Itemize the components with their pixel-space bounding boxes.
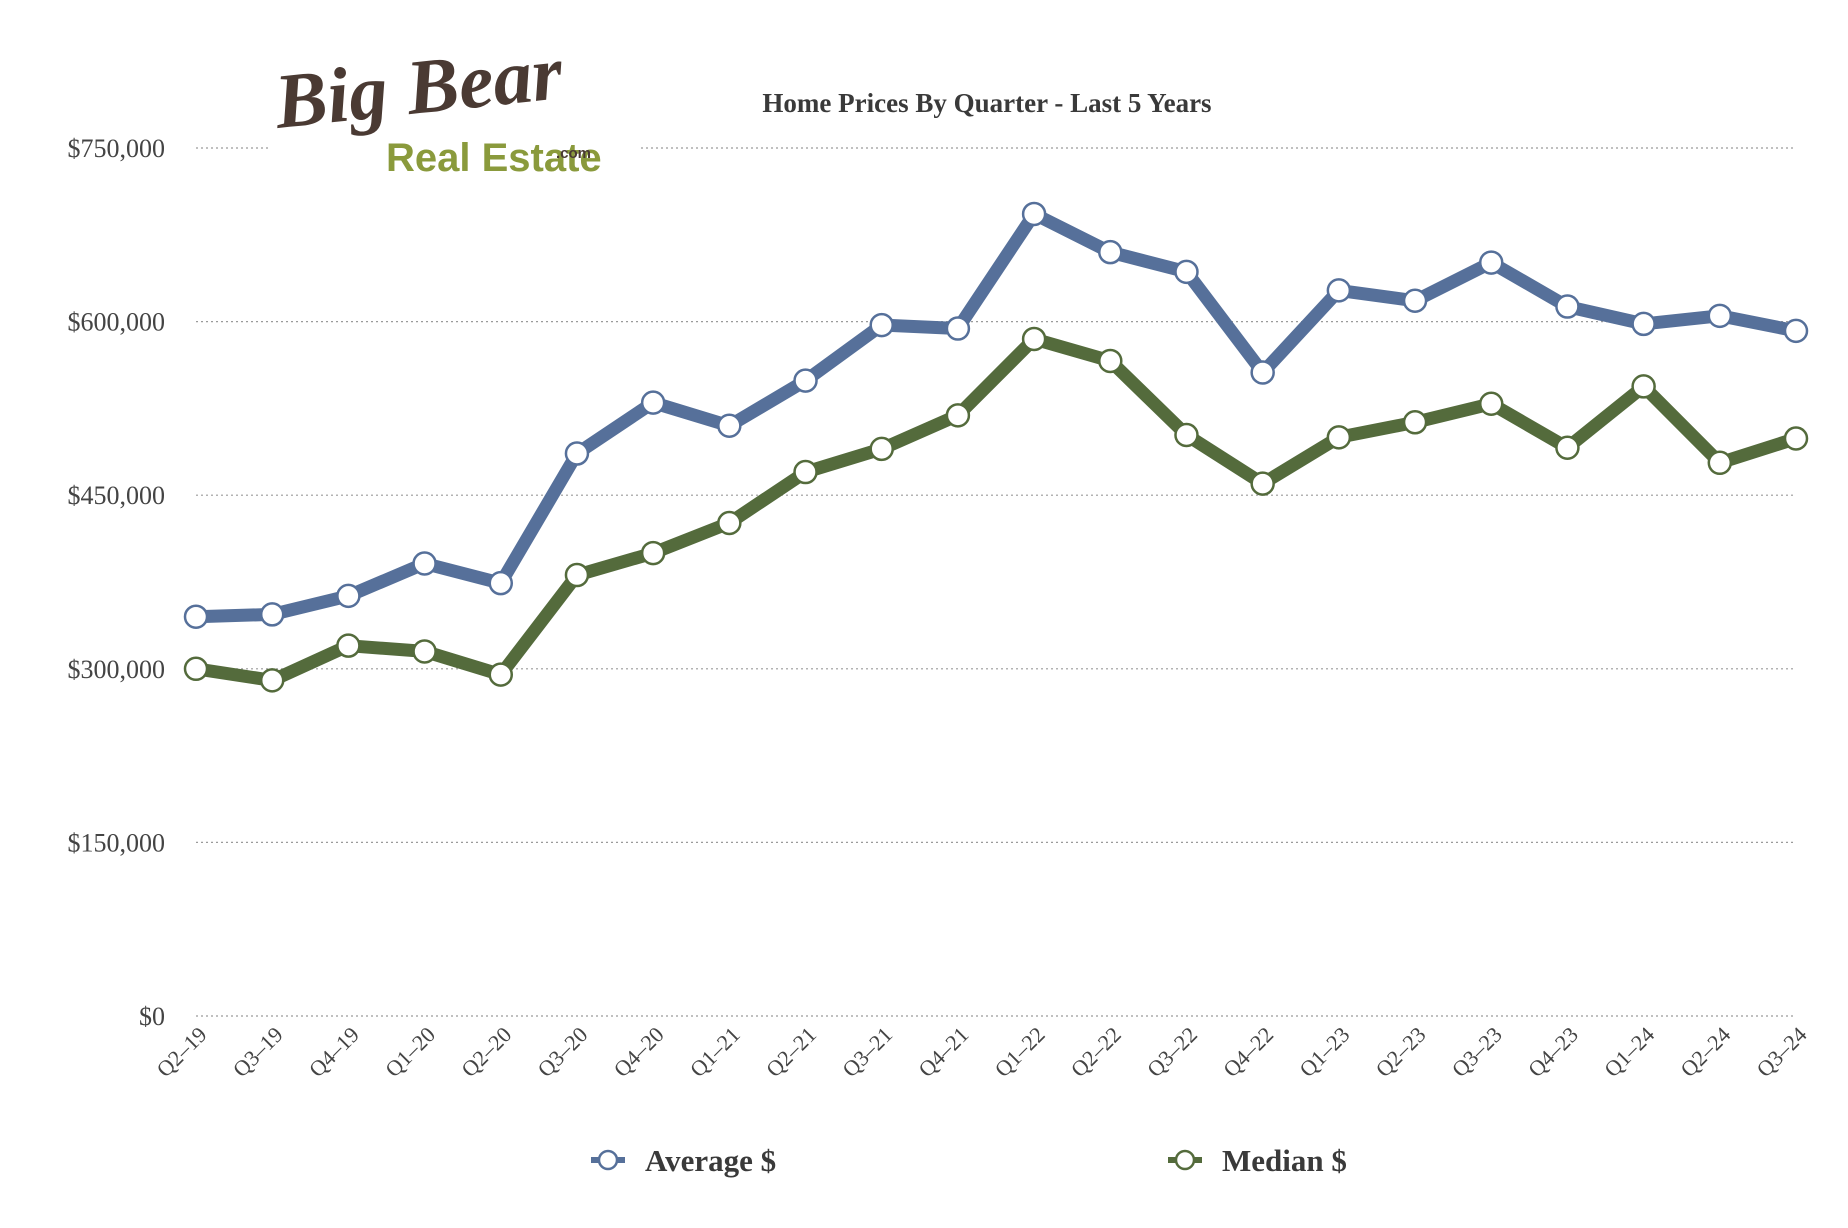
x-tick-label: Q1–24 xyxy=(1599,1022,1659,1082)
data-point xyxy=(1402,288,1428,314)
x-tick-label: Q3–24 xyxy=(1752,1022,1812,1082)
data-point xyxy=(1250,471,1275,496)
y-tick-label: $150,000 xyxy=(68,828,166,857)
data-point xyxy=(869,436,894,462)
x-tick-label: Q1–21 xyxy=(685,1022,745,1082)
data-point xyxy=(183,604,209,629)
logo-com-text: .com xyxy=(556,145,591,162)
x-tick-label: Q1–22 xyxy=(990,1022,1050,1082)
x-tick-label: Q1–23 xyxy=(1294,1022,1354,1082)
data-point xyxy=(336,633,361,658)
data-point xyxy=(1250,360,1275,385)
series-markers xyxy=(183,201,1809,693)
data-point xyxy=(1326,278,1352,303)
x-tick-label: Q3–21 xyxy=(837,1022,897,1082)
x-tick-label: Q2–24 xyxy=(1675,1022,1735,1082)
x-tick-label: Q3–20 xyxy=(532,1022,592,1082)
x-tick-label: Q4–23 xyxy=(1523,1022,1583,1082)
data-point xyxy=(259,602,285,627)
series-lines xyxy=(189,207,1803,687)
data-point xyxy=(1631,311,1656,337)
x-tick-label: Q4–22 xyxy=(1218,1022,1278,1082)
y-tick-label: $450,000 xyxy=(68,481,166,510)
y-tick-label: $750,000 xyxy=(68,134,166,163)
chart-title: Home Prices By Quarter - Last 5 Years xyxy=(762,88,1211,118)
x-tick-label: Q3–23 xyxy=(1447,1022,1507,1082)
y-tick-label: $300,000 xyxy=(68,655,166,684)
data-point xyxy=(336,583,361,609)
data-point xyxy=(1098,239,1123,265)
data-point xyxy=(488,570,514,596)
x-tick-label: Q1–20 xyxy=(380,1022,440,1082)
logo-real-estate-text: Real Estate xyxy=(386,136,602,180)
data-point xyxy=(1783,318,1809,344)
legend-swatch-marker xyxy=(597,1149,619,1171)
data-point xyxy=(564,441,590,466)
legend: Average $ Median $ xyxy=(591,1143,1347,1178)
data-point xyxy=(1326,425,1352,450)
data-point xyxy=(1555,435,1580,460)
data-point xyxy=(564,562,590,588)
data-point xyxy=(793,368,818,393)
x-tick-label: Q2–21 xyxy=(761,1022,821,1082)
data-point xyxy=(259,668,285,693)
data-point xyxy=(945,316,971,341)
data-point xyxy=(1174,422,1199,448)
series-line-0 xyxy=(189,207,1803,624)
data-point xyxy=(1021,326,1047,352)
data-point xyxy=(412,551,437,576)
legend-label: Average $ xyxy=(645,1143,776,1178)
data-point xyxy=(1478,391,1504,417)
y-tick-label: $0 xyxy=(139,1002,165,1031)
legend-swatch-marker xyxy=(1174,1149,1196,1171)
data-point xyxy=(1783,426,1809,451)
data-point xyxy=(1555,294,1580,319)
series-line-1 xyxy=(189,332,1803,687)
x-tick-label: Q3–22 xyxy=(1142,1022,1202,1082)
x-tick-label: Q3–19 xyxy=(228,1022,288,1082)
data-point xyxy=(945,403,971,428)
data-point xyxy=(1098,348,1123,374)
legend-item-1: Median $ xyxy=(1168,1143,1347,1178)
big-bear-real-estate-logo: Big Bear Real Estate .com xyxy=(270,28,640,190)
data-point xyxy=(717,413,742,439)
x-tick-label: Q4–19 xyxy=(304,1022,364,1082)
data-point xyxy=(412,639,437,664)
x-tick-label: Q2–20 xyxy=(456,1022,516,1082)
y-axis-ticks: $0 $150,000 $300,000 $450,000 $600,000 $750,0… xyxy=(68,134,166,1031)
data-point xyxy=(793,459,818,485)
x-tick-label: Q4–21 xyxy=(913,1022,973,1082)
data-point xyxy=(869,312,894,338)
data-point xyxy=(1707,303,1733,329)
data-point xyxy=(183,656,209,682)
x-tick-label: Q4–20 xyxy=(609,1022,669,1082)
x-tick-label: Q2–22 xyxy=(1066,1022,1126,1082)
x-axis-ticks: Q2–19 Q3–19 Q4–19 Q1–20 Q2–20 Q3–20 Q4–20 Q1–21… xyxy=(152,1022,1812,1082)
data-point xyxy=(1478,250,1504,275)
data-point xyxy=(640,390,666,415)
data-point xyxy=(1021,201,1047,227)
legend-label: Median $ xyxy=(1222,1143,1347,1178)
legend-item-0: Average $ xyxy=(591,1143,776,1178)
x-tick-label: Q2–23 xyxy=(1371,1022,1431,1082)
data-point xyxy=(1707,450,1733,476)
data-point xyxy=(1402,410,1428,435)
data-point xyxy=(1174,259,1199,285)
data-point xyxy=(717,510,742,536)
data-point xyxy=(488,662,514,687)
data-point xyxy=(640,540,666,566)
y-tick-label: $600,000 xyxy=(68,308,166,337)
data-point xyxy=(1631,374,1656,399)
